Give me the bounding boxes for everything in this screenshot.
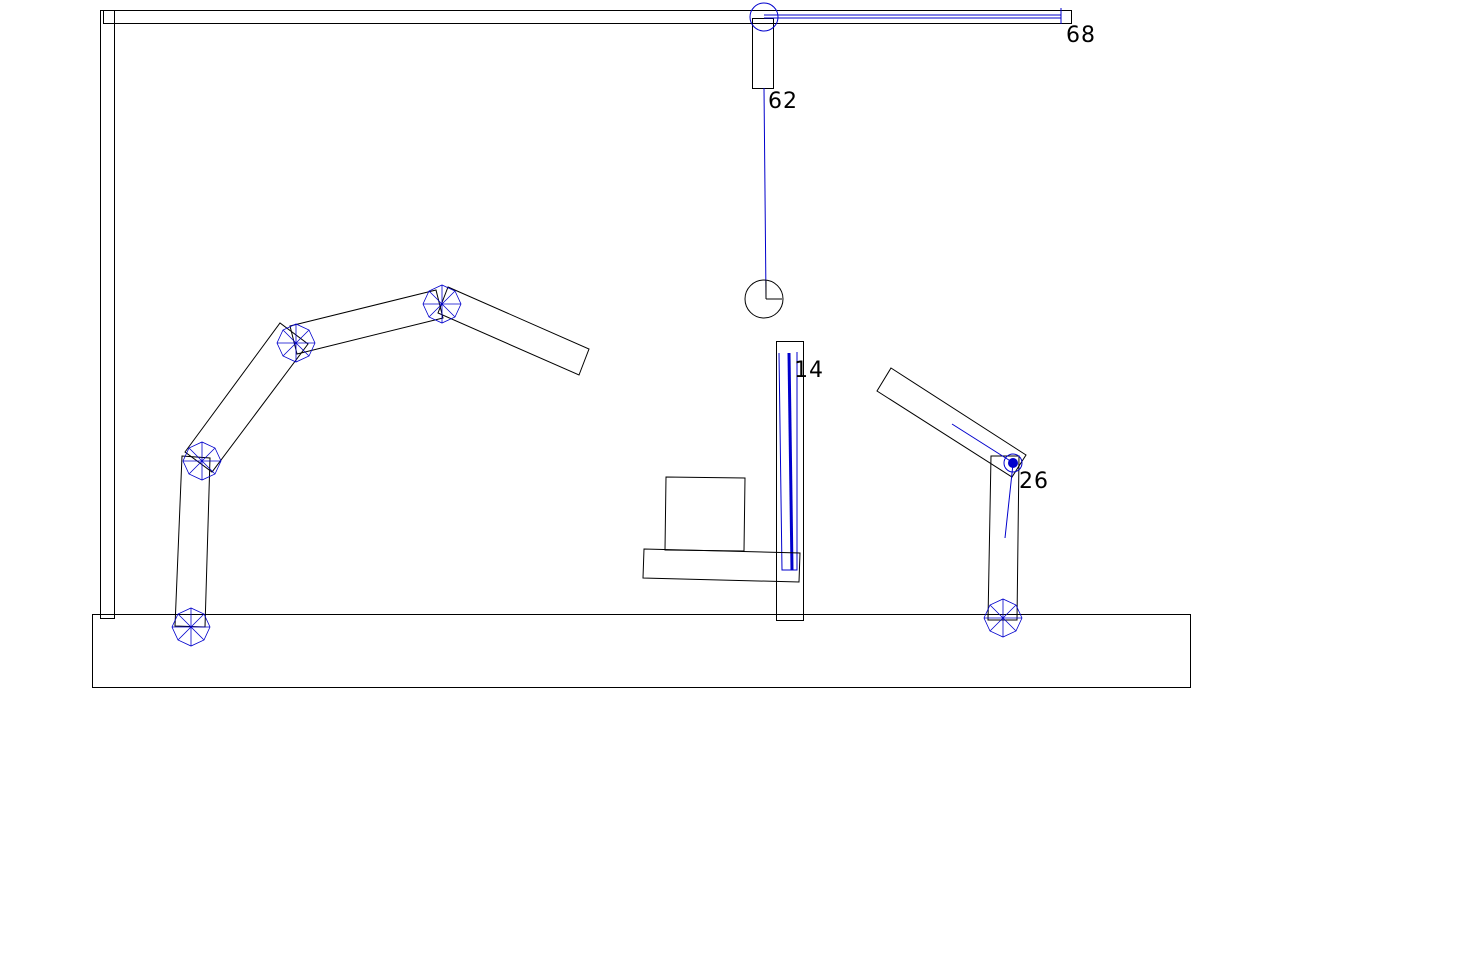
left-arm-segment-1	[174, 455, 211, 628]
ground-slab	[92, 614, 1191, 688]
left-arm-joint-base	[171, 607, 211, 647]
left-arm-segment-3	[289, 289, 444, 355]
right-arm-upper-wire	[951, 423, 1013, 463]
left-arm-joint-shoulder	[276, 323, 316, 363]
center-post	[776, 341, 804, 621]
crane-pulley	[749, 2, 779, 32]
hanging-ball	[744, 279, 784, 319]
left-arm-segment-4	[437, 286, 590, 376]
center-post-spring	[787, 352, 794, 571]
platform-box	[664, 476, 746, 552]
left-arm-joint-elbow	[182, 441, 222, 481]
right-arm-upper	[876, 367, 1027, 478]
crane-beam	[103, 10, 1072, 24]
right-arm-joint-dot	[1008, 458, 1018, 468]
right-arm-joint-base	[983, 598, 1023, 638]
right-arm-joint-ring	[1003, 453, 1023, 473]
right-arm-lower	[987, 455, 1020, 621]
label-center-post: 14	[794, 358, 824, 383]
hanging-rope	[763, 87, 767, 299]
crane-hanger-block	[752, 18, 774, 89]
center-post-inner-wire	[778, 352, 798, 571]
left-arm-segment-2	[184, 322, 309, 473]
left-arm-joint-wrist	[422, 284, 462, 324]
left-pole	[100, 10, 115, 619]
center-platform	[642, 548, 801, 583]
label-crane-end: 68	[1066, 23, 1096, 48]
label-right-arm-joint: 26	[1019, 469, 1049, 494]
label-crane-hanger: 62	[768, 89, 798, 114]
right-arm-lower-wire	[1004, 463, 1014, 539]
